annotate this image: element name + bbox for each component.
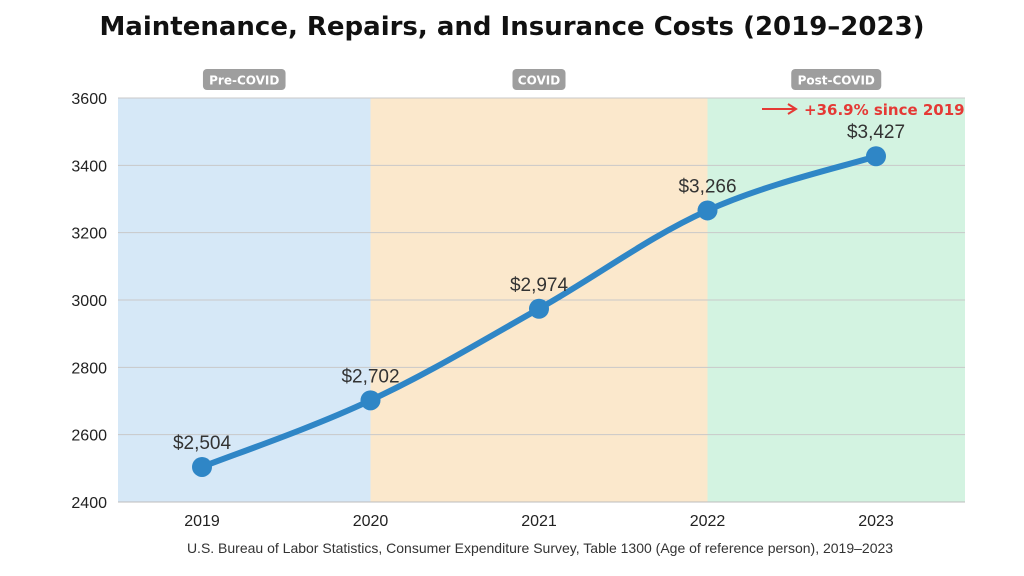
period-badge-label: Post-COVID: [798, 74, 875, 88]
y-tick-label: 3600: [71, 91, 107, 108]
data-point: [192, 456, 212, 477]
data-point: [697, 200, 718, 221]
annotation-arrow-head: [787, 103, 798, 115]
x-tick-label: 2019: [184, 513, 220, 530]
y-tick-label: 3200: [71, 226, 107, 243]
period-badge-label: Pre-COVID: [209, 74, 279, 88]
y-tick-label: 2800: [71, 360, 107, 377]
x-tick-label: 2020: [353, 513, 389, 530]
y-tick-label: 3400: [71, 158, 107, 175]
data-label: $2,702: [341, 366, 399, 387]
data-point: [866, 146, 886, 167]
data-label: $3,266: [678, 176, 736, 197]
period-badge: [202, 69, 286, 90]
y-tick-label: 3000: [71, 293, 107, 310]
x-tick-label: 2023: [858, 513, 894, 530]
annotation-label: +36.9% since 2019: [804, 101, 965, 119]
data-label: $2,504: [173, 433, 232, 454]
chart-title: Maintenance, Repairs, and Insurance Cost…: [99, 12, 925, 42]
x-tick-label: 2022: [690, 513, 726, 530]
y-tick-label: 2600: [71, 428, 107, 445]
data-label: $2,974: [510, 275, 569, 296]
x-tick-label: 2021: [521, 513, 557, 530]
period-badge: [791, 69, 882, 90]
period-badge: [512, 69, 566, 90]
data-point: [360, 390, 381, 411]
period-badge-label: COVID: [518, 74, 560, 88]
data-point: [529, 298, 549, 319]
y-tick-label: 2400: [71, 495, 107, 512]
data-label: $3,427: [847, 122, 905, 143]
chart-source: U.S. Bureau of Labor Statistics, Consume…: [186, 540, 894, 556]
